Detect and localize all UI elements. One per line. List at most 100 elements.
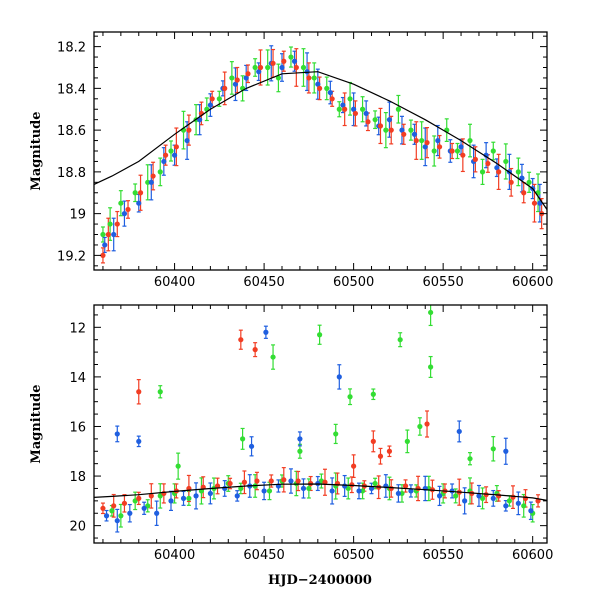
bottom-x-tick-label: 60500 [333,548,374,563]
top-point-green [311,75,317,81]
top-point-blue [111,231,117,238]
top-point-red [424,140,430,146]
top-point-blue [121,211,128,217]
top-y-tick-label: 18.6 [57,124,86,139]
top-x-tick-label: 60550 [422,275,463,290]
bottom-point-blue [528,508,534,514]
bottom-point-green [453,493,459,499]
bottom-point-green [399,490,405,497]
top-point-green [372,117,378,123]
bottom-point-red [252,347,258,353]
top-point-red [137,190,144,196]
bottom-point-blue [248,443,255,449]
top-tick-labels: 60400 60450 60500 60550 60600 18.2 18.4 18.6 18.… [57,41,553,290]
top-point-red [209,96,215,102]
top-point-green [288,54,294,60]
bottom-x-tick-label: 60600 [512,548,553,563]
bottom-point-red [281,477,287,483]
bottom-point-blue [263,329,269,335]
top-point-green [157,169,163,175]
top-point-blue [458,144,464,150]
bottom-model-line [94,483,547,501]
top-point-green [479,169,486,175]
bottom-point-red [388,485,394,492]
top-point-red [508,179,514,185]
top-point-blue [136,200,142,206]
top-point-blue [207,102,213,108]
top-point-red [317,85,323,91]
bottom-point-red [238,337,244,343]
top-point-green [100,231,106,238]
top-frame [93,31,548,271]
top-point-red [257,64,264,71]
top-point-red [449,148,455,154]
bottom-point-red [100,505,106,511]
bottom-point-blue [436,493,443,499]
top-point-green [431,148,437,154]
top-point-red [352,110,359,117]
top-point-red [496,169,502,175]
bottom-point-green [238,485,244,492]
top-point-blue [291,58,298,64]
bottom-point-green [347,394,353,400]
bottom-point-red [111,503,117,509]
top-point-red [401,131,407,137]
top-point-red [186,127,192,133]
bottom-point-blue [515,500,521,506]
top-model-line [94,71,547,210]
bottom-point-blue [207,490,213,497]
bottom-point-blue [234,493,240,499]
bottom-point-blue [503,448,509,454]
bottom-y-axis-label: Magnitude [29,384,44,463]
top-point-blue [327,89,333,96]
bottom-point-green [428,364,434,370]
bottom-point-green [118,513,124,519]
top-point-red [163,152,169,158]
top-point-green [252,64,258,71]
bottom-point-blue [127,510,133,516]
bottom-x-tick-label: 60400 [154,548,195,563]
bottom-point-red [161,490,167,497]
top-point-green [216,96,222,102]
top-point-green [454,148,461,154]
bottom-point-blue [103,513,110,519]
top-point-red [460,152,466,158]
bottom-point-green [372,480,378,487]
bottom-point-blue [154,510,160,516]
top-point-blue [171,152,178,158]
bottom-point-red [121,500,128,506]
top-x-tick-label: 60450 [243,275,284,290]
top-point-red [100,252,106,258]
bottom-point-red [377,453,384,459]
top-point-blue [435,137,441,144]
top-point-green [383,127,389,133]
bottom-point-blue [180,495,187,501]
bottom-point-red [386,448,393,454]
top-point-green [408,127,414,133]
bottom-y-tick-label: 14 [69,371,86,386]
top-point-green [503,158,509,165]
top-point-red [270,60,276,66]
top-point-blue [256,69,262,75]
bottom-point-red [214,483,221,489]
bottom-point-blue [297,436,303,442]
bottom-point-green [306,485,312,492]
bottom-point-green [333,431,339,437]
top-point-blue [161,158,167,165]
bottom-point-red [402,483,409,489]
top-point-red [365,119,371,125]
bottom-x-axis-label: HJD−2400000 [268,573,372,588]
bottom-point-blue [168,498,174,504]
top-point-red [306,75,312,81]
top-point-red [114,221,120,227]
top-point-green [490,148,496,154]
top-point-green [526,179,532,185]
bottom-point-blue [114,518,120,524]
top-point-green [265,64,271,71]
bottom-point-red [415,485,421,492]
top-point-red [125,206,131,213]
top-point-red [377,123,384,129]
top-point-red [388,127,394,133]
top-point-red [105,231,111,238]
